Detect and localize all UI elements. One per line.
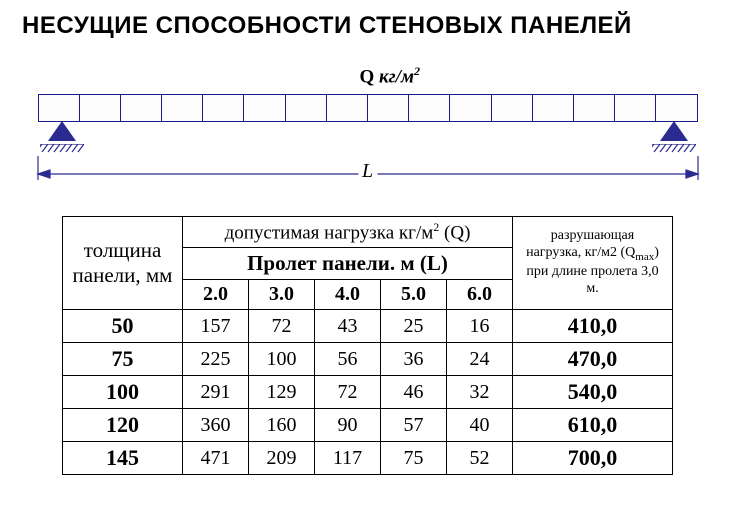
cell-qmax: 410,0 bbox=[513, 310, 673, 343]
cell-value: 360 bbox=[183, 409, 249, 442]
beam-segment bbox=[38, 94, 79, 122]
cell-value: 225 bbox=[183, 343, 249, 376]
support-right bbox=[660, 121, 688, 141]
cell-value: 57 bbox=[381, 409, 447, 442]
cell-value: 36 bbox=[381, 343, 447, 376]
cell-value: 40 bbox=[447, 409, 513, 442]
cell-value: 100 bbox=[249, 343, 315, 376]
beam-segment bbox=[367, 94, 408, 122]
cell-value: 52 bbox=[447, 442, 513, 475]
beam-segment bbox=[532, 94, 573, 122]
beam-segment bbox=[202, 94, 243, 122]
table-row: 1454712091177552700,0 bbox=[63, 442, 673, 475]
beam-segment bbox=[326, 94, 367, 122]
cell-value: 24 bbox=[447, 343, 513, 376]
cell-value: 291 bbox=[183, 376, 249, 409]
cell-value: 46 bbox=[381, 376, 447, 409]
cell-qmax: 610,0 bbox=[513, 409, 673, 442]
load-label: Q кг/м2 bbox=[360, 64, 420, 88]
hatch-right bbox=[652, 141, 696, 151]
cell-value: 117 bbox=[315, 442, 381, 475]
span-value-header: 6.0 bbox=[447, 280, 513, 310]
breaking-load-header: разрушающая нагрузка, кг/м2 (Qmax) при д… bbox=[513, 217, 673, 310]
cell-thickness: 100 bbox=[63, 376, 183, 409]
span-value-header: 5.0 bbox=[381, 280, 447, 310]
hatch-left bbox=[40, 141, 84, 151]
table-header-row-1: толщина панели, мм допустимая нагрузка к… bbox=[63, 217, 673, 248]
cell-value: 72 bbox=[315, 376, 381, 409]
capacity-table: толщина панели, мм допустимая нагрузка к… bbox=[62, 216, 673, 475]
beam-segment bbox=[408, 94, 449, 122]
span-header: Пролет панели. м (L) bbox=[183, 248, 513, 280]
cell-value: 56 bbox=[315, 343, 381, 376]
beam-segment bbox=[243, 94, 284, 122]
cell-thickness: 75 bbox=[63, 343, 183, 376]
col-thickness-header: толщина панели, мм bbox=[63, 217, 183, 310]
cell-thickness: 145 bbox=[63, 442, 183, 475]
table-row: 100291129724632540,0 bbox=[63, 376, 673, 409]
beam-segment bbox=[573, 94, 614, 122]
cell-value: 129 bbox=[249, 376, 315, 409]
beam-segment bbox=[491, 94, 532, 122]
cell-value: 16 bbox=[447, 310, 513, 343]
span-value-header: 3.0 bbox=[249, 280, 315, 310]
cell-qmax: 700,0 bbox=[513, 442, 673, 475]
cell-value: 209 bbox=[249, 442, 315, 475]
beam-segment bbox=[120, 94, 161, 122]
cell-thickness: 50 bbox=[63, 310, 183, 343]
span-value-header: 2.0 bbox=[183, 280, 249, 310]
table-row: 75225100563624470,0 bbox=[63, 343, 673, 376]
cell-value: 72 bbox=[249, 310, 315, 343]
cell-value: 471 bbox=[183, 442, 249, 475]
cell-qmax: 470,0 bbox=[513, 343, 673, 376]
beam-segment bbox=[655, 94, 697, 122]
cell-value: 75 bbox=[381, 442, 447, 475]
span-value-header: 4.0 bbox=[315, 280, 381, 310]
cell-thickness: 120 bbox=[63, 409, 183, 442]
beam-segment bbox=[79, 94, 120, 122]
cell-value: 25 bbox=[381, 310, 447, 343]
allowable-load-header: допустимая нагрузка кг/м2 (Q) bbox=[183, 217, 513, 248]
cell-value: 90 bbox=[315, 409, 381, 442]
table-row: 5015772432516410,0 bbox=[63, 310, 673, 343]
table-row: 120360160905740610,0 bbox=[63, 409, 673, 442]
cell-value: 32 bbox=[447, 376, 513, 409]
beam-segment bbox=[449, 94, 490, 122]
beam-segment bbox=[161, 94, 202, 122]
beam-diagram: Q кг/м2 L bbox=[26, 64, 710, 194]
length-label: L bbox=[358, 160, 377, 183]
beam-segment bbox=[614, 94, 655, 122]
beam-segment bbox=[285, 94, 326, 122]
beam bbox=[38, 94, 698, 122]
page-title: НЕСУЩИЕ СПОСОБНОСТИ СТЕНОВЫХ ПАНЕЛЕЙ bbox=[22, 12, 713, 40]
cell-qmax: 540,0 bbox=[513, 376, 673, 409]
cell-value: 157 bbox=[183, 310, 249, 343]
support-left bbox=[48, 121, 76, 141]
cell-value: 43 bbox=[315, 310, 381, 343]
cell-value: 160 bbox=[249, 409, 315, 442]
